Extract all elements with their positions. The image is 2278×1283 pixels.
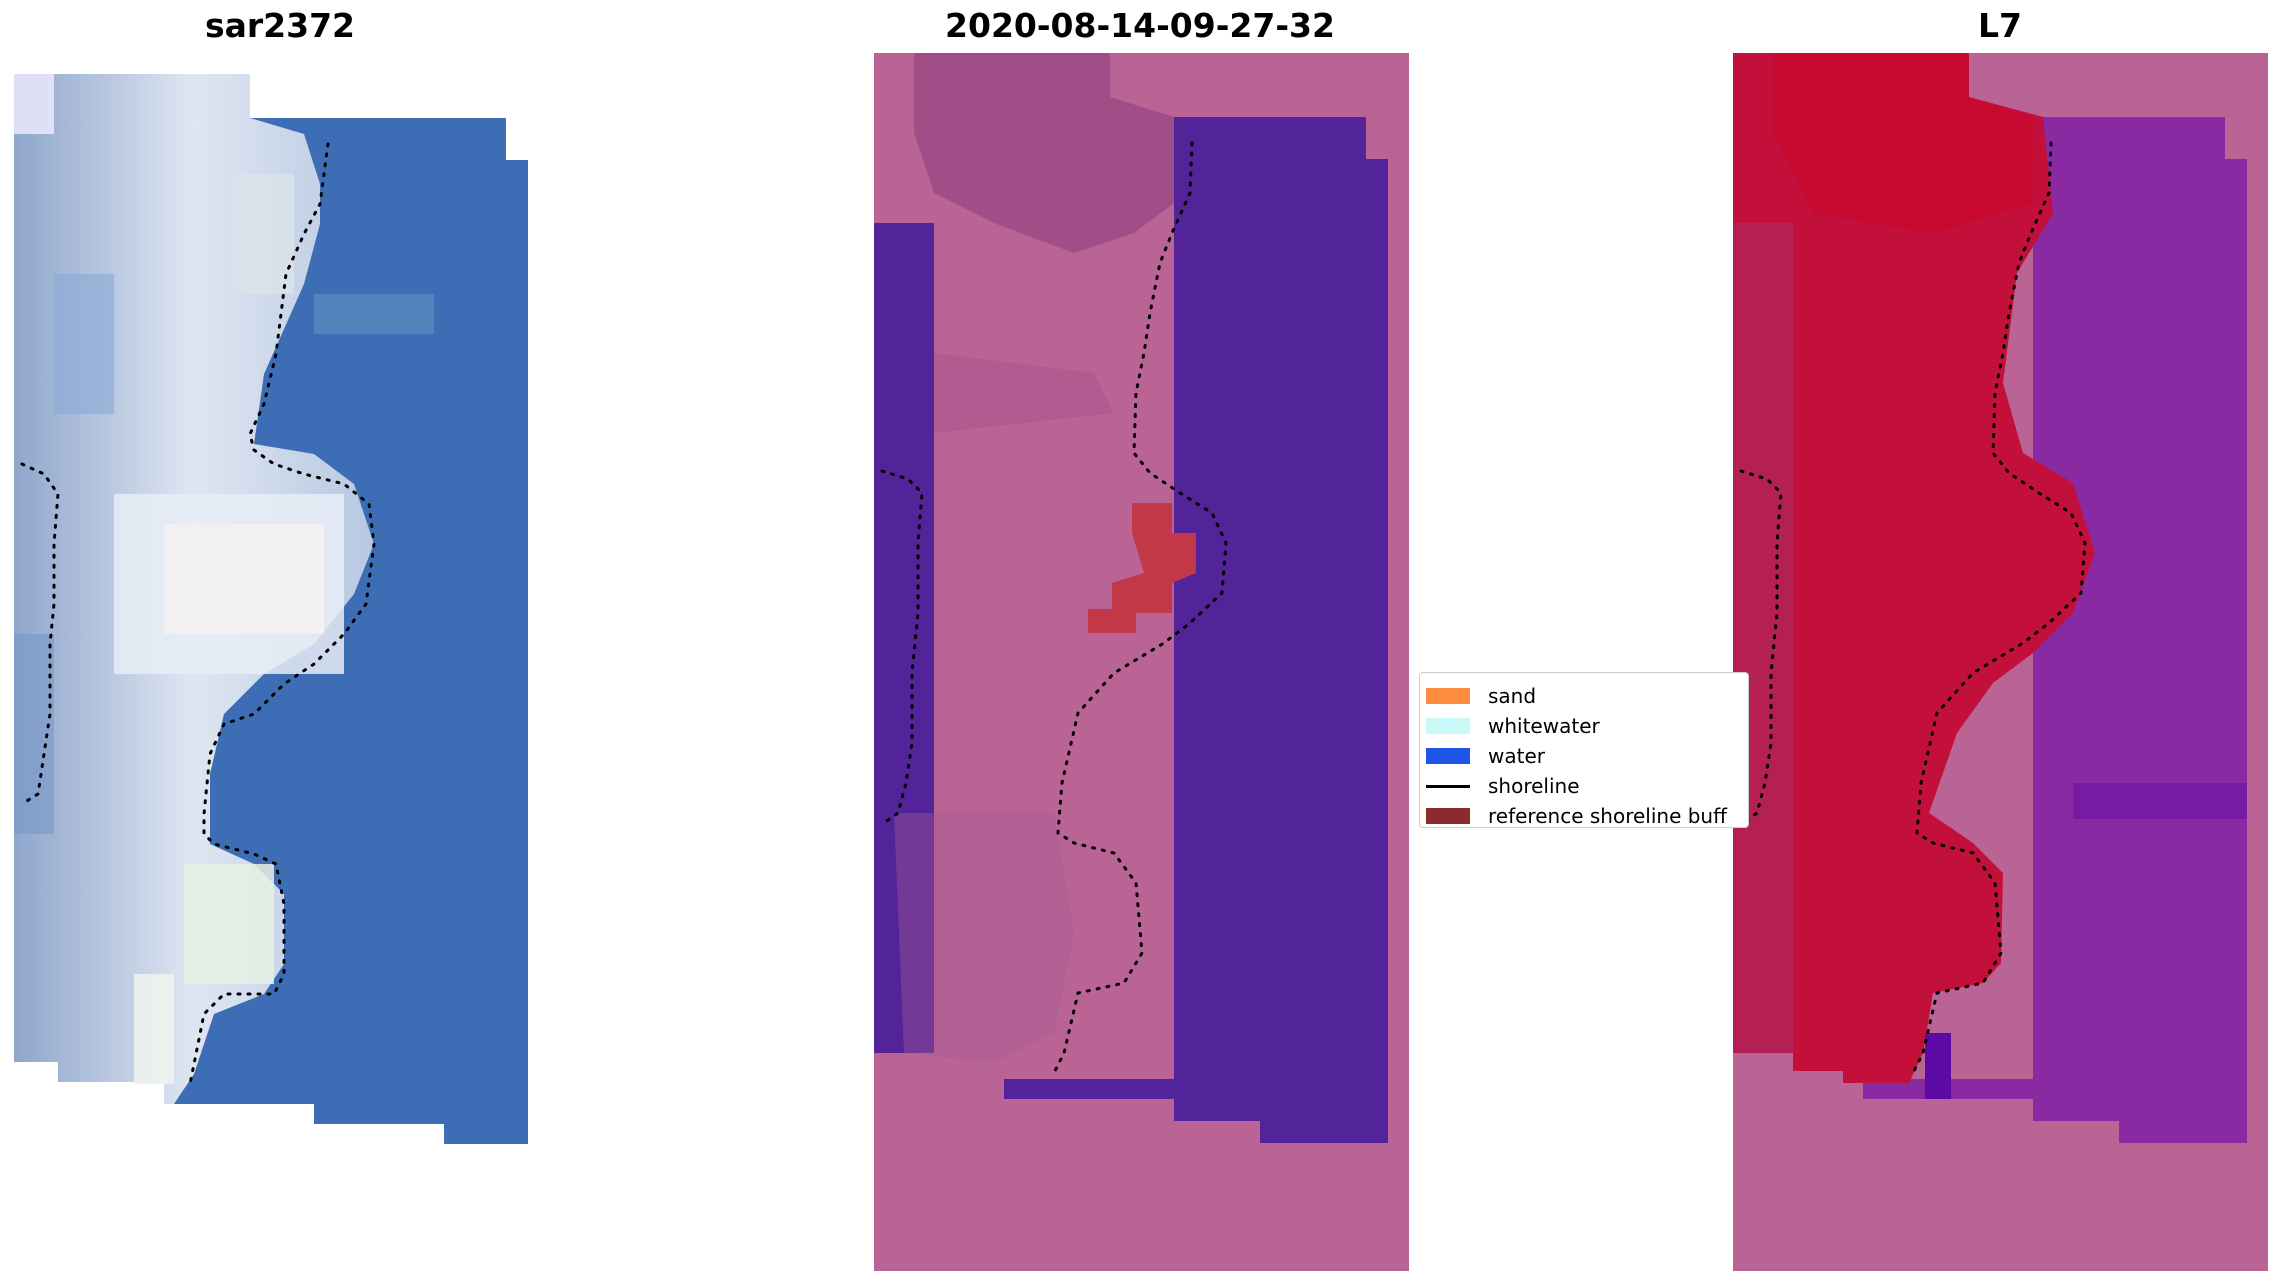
legend: sand whitewater water shoreline referenc… bbox=[1419, 672, 1749, 828]
legend-item-reference-buffer: reference shoreline buff bbox=[1426, 801, 1727, 828]
shoreline bbox=[1052, 141, 1228, 1075]
pixel-shade bbox=[14, 74, 54, 134]
legend-item-shoreline: shoreline bbox=[1426, 771, 1580, 801]
legend-label-sand: sand bbox=[1488, 684, 1537, 708]
shoreline bbox=[20, 462, 60, 806]
land-area bbox=[874, 53, 1174, 1079]
legend-label-whitewater: whitewater bbox=[1488, 714, 1600, 738]
land-shade bbox=[914, 53, 1174, 253]
water-shade bbox=[1925, 1033, 1951, 1099]
shoreline bbox=[1739, 469, 1783, 825]
land-shade bbox=[1773, 53, 2033, 233]
legend-item-water: water bbox=[1426, 741, 1545, 771]
index-image bbox=[1733, 53, 2268, 1271]
legend-item-sand: sand bbox=[1426, 681, 1536, 711]
land-area bbox=[1733, 53, 2095, 1083]
pixel-shade bbox=[54, 274, 114, 414]
land-shade bbox=[934, 353, 1114, 433]
land-shade bbox=[894, 813, 1074, 1063]
legend-line-shoreline bbox=[1426, 784, 1470, 788]
water-area bbox=[1004, 117, 1388, 1143]
water-shade bbox=[2073, 783, 2247, 819]
panel-title-classification: 2020-08-14-09-27-32 bbox=[945, 6, 1335, 45]
pixel-shade bbox=[314, 294, 434, 334]
whitewater-patch bbox=[184, 864, 274, 984]
legend-label-shoreline: shoreline bbox=[1488, 774, 1580, 798]
legend-label-water: water bbox=[1488, 744, 1545, 768]
legend-swatch-sand bbox=[1426, 688, 1470, 704]
land-edge bbox=[1733, 223, 1793, 1053]
water-area bbox=[874, 223, 934, 1053]
whitewater-patch bbox=[134, 974, 174, 1084]
shoreline bbox=[1911, 141, 2087, 1075]
reference-shoreline-buffer bbox=[1088, 503, 1196, 633]
rgb-image bbox=[14, 74, 528, 1144]
legend-swatch-reference-buffer bbox=[1426, 808, 1470, 824]
panel-title-index: L7 bbox=[1978, 6, 2022, 45]
shoreline bbox=[188, 142, 376, 1086]
whitewater-patch bbox=[164, 524, 324, 634]
legend-swatch-water bbox=[1426, 748, 1470, 764]
legend-label-reference-buffer: reference shoreline buff bbox=[1488, 804, 1727, 828]
panel-title-rgb: sar2372 bbox=[204, 6, 356, 45]
whitewater-patch bbox=[234, 174, 294, 294]
classification-image bbox=[874, 53, 1409, 1271]
shoreline bbox=[880, 469, 924, 825]
legend-item-whitewater: whitewater bbox=[1426, 711, 1600, 741]
legend-swatch-whitewater bbox=[1426, 718, 1470, 734]
